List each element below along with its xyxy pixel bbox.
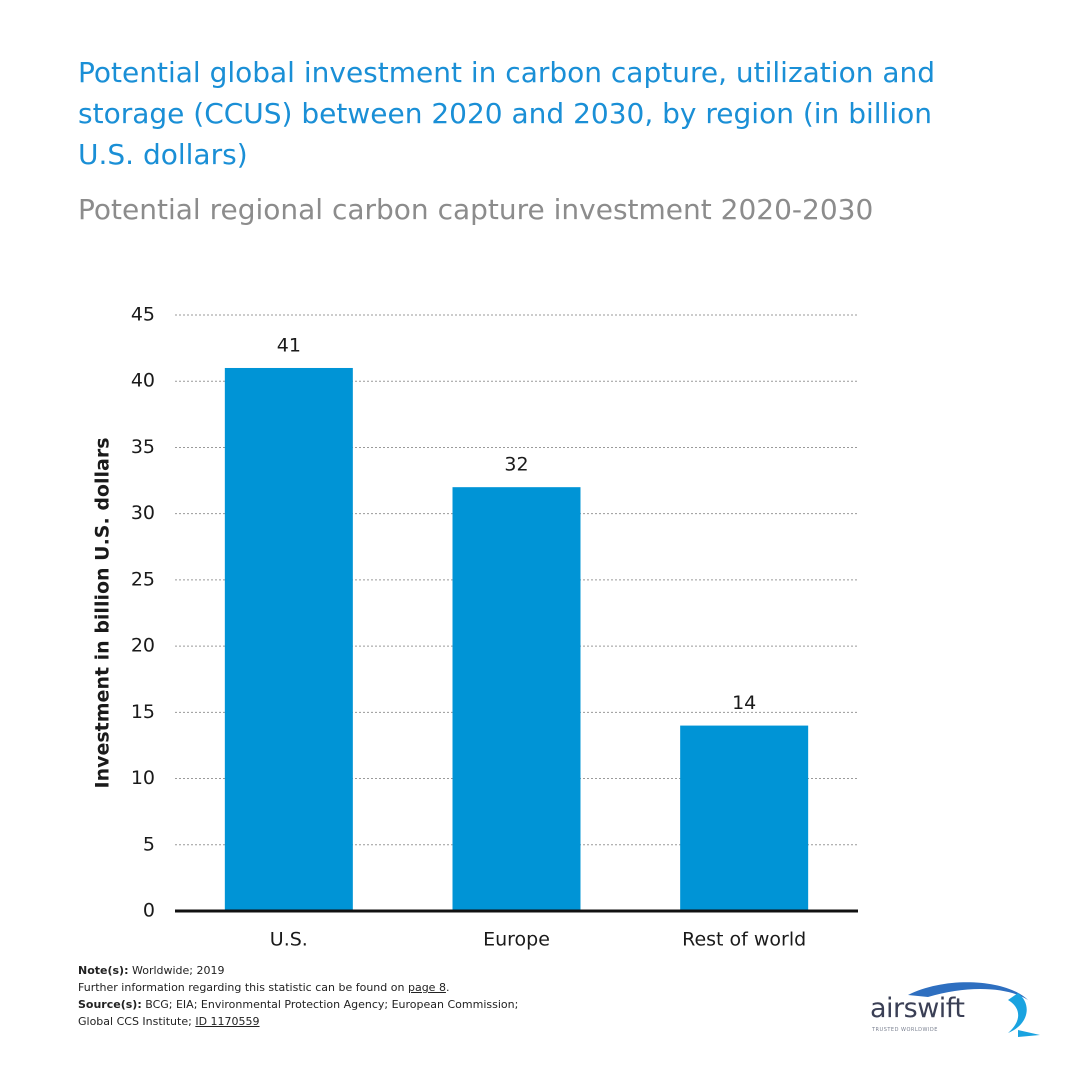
info-text: Further information regarding this stati… — [78, 981, 405, 994]
y-tick-label: 30 — [131, 502, 155, 524]
x-tick-label: Europe — [483, 929, 550, 951]
source-text: BCG; EIA; Environmental Protection Agenc… — [78, 998, 519, 1028]
logo-tagline: TRUSTED WORLDWIDE — [872, 1027, 938, 1033]
x-tick-label: Rest of world — [682, 929, 806, 951]
source-line: Source(s): BCG; EIA; Environmental Prote… — [78, 996, 548, 1030]
source-link[interactable]: ID 1170559 — [195, 1015, 260, 1028]
logo-swoosh — [908, 982, 1040, 1037]
chart-subtitle: Potential regional carbon capture invest… — [78, 193, 874, 226]
y-tick-label: 20 — [131, 635, 155, 657]
value-label: 14 — [732, 692, 756, 714]
value-label: 41 — [277, 334, 301, 356]
bar — [452, 487, 581, 911]
y-tick-label: 45 — [131, 304, 155, 326]
y-axis-label: Investment in billion U.S. dollars — [92, 437, 114, 788]
y-tick-label: 35 — [131, 436, 155, 458]
value-label: 32 — [504, 454, 528, 476]
info-line: Further information regarding this stati… — [78, 979, 548, 996]
info-link[interactable]: page 8 — [407, 981, 446, 994]
y-tick-label: 5 — [143, 833, 155, 855]
y-tick-label: 15 — [131, 701, 155, 723]
note-line: Note(s): Worldwide; 2019 — [78, 962, 548, 979]
x-tick-label: U.S. — [270, 929, 308, 951]
source-label: Source(s): — [78, 998, 142, 1011]
info-end: . — [445, 981, 450, 994]
logo: airswift TRUSTED WORLDWIDE — [868, 975, 1048, 1045]
y-tick-label: 40 — [131, 370, 155, 392]
y-tick-label: 0 — [143, 900, 155, 922]
bar — [680, 725, 809, 911]
y-tick-label: 25 — [131, 568, 155, 590]
logo-name: airswift — [870, 993, 965, 1024]
y-tick-label: 10 — [131, 767, 155, 789]
notes: Note(s): Worldwide; 2019 Further informa… — [78, 962, 548, 1030]
bar — [224, 367, 353, 911]
note-label: Note(s): — [78, 964, 129, 977]
chart-title: Potential global investment in carbon ca… — [78, 56, 936, 171]
note-text: Worldwide; 2019 — [131, 964, 225, 977]
